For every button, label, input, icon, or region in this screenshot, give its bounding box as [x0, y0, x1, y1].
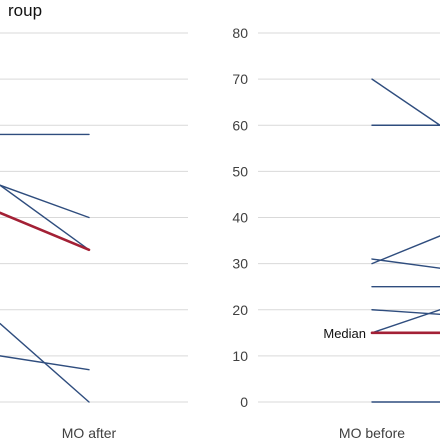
y-tick-label: 20 — [232, 302, 248, 318]
series-line — [0, 184, 90, 251]
series-line — [371, 309, 440, 334]
median-annotation: Median — [323, 326, 366, 341]
median-line — [0, 211, 91, 252]
series-line — [0, 355, 90, 371]
x-category-label: MO after — [62, 425, 117, 440]
series-line — [371, 235, 440, 265]
y-tick-label: 50 — [232, 163, 248, 179]
series-line — [371, 78, 440, 126]
y-tick-label: 40 — [232, 210, 248, 226]
series-line — [0, 184, 90, 219]
y-tick-label: 30 — [232, 256, 248, 272]
chart-panel-1: roup MO after — [0, 1, 188, 440]
y-tick-label: 80 — [232, 25, 248, 41]
series-line — [371, 258, 440, 269]
y-tick-label: 0 — [240, 394, 248, 410]
y-tick-label: 70 — [232, 71, 248, 87]
chart-title: roup — [8, 1, 42, 20]
y-tick-label: 60 — [232, 117, 248, 133]
chart-panel-2: 0 10 20 30 40 50 60 70 80 MO before Median — [232, 25, 440, 440]
x-category-label: MO before — [339, 425, 405, 440]
y-tick-label: 10 — [232, 348, 248, 364]
